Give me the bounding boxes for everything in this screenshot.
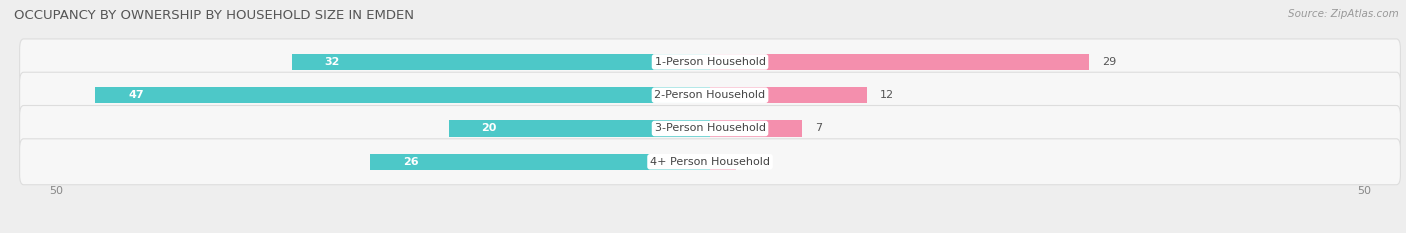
Text: 2: 2 xyxy=(749,157,756,167)
FancyBboxPatch shape xyxy=(20,106,1400,151)
Text: 12: 12 xyxy=(880,90,894,100)
Text: 2-Person Household: 2-Person Household xyxy=(654,90,766,100)
Text: 7: 7 xyxy=(814,123,821,134)
Text: 32: 32 xyxy=(325,57,340,67)
Text: 26: 26 xyxy=(402,157,419,167)
Bar xyxy=(449,120,710,137)
Text: 47: 47 xyxy=(128,90,143,100)
Text: OCCUPANCY BY OWNERSHIP BY HOUSEHOLD SIZE IN EMDEN: OCCUPANCY BY OWNERSHIP BY HOUSEHOLD SIZE… xyxy=(14,9,413,22)
Text: 29: 29 xyxy=(1102,57,1116,67)
Text: 3-Person Household: 3-Person Household xyxy=(655,123,765,134)
FancyBboxPatch shape xyxy=(20,39,1400,85)
Bar xyxy=(710,154,737,170)
Bar xyxy=(710,54,1090,70)
Bar xyxy=(710,87,868,103)
FancyBboxPatch shape xyxy=(20,139,1400,185)
Text: 20: 20 xyxy=(481,123,496,134)
Text: Source: ZipAtlas.com: Source: ZipAtlas.com xyxy=(1288,9,1399,19)
Text: 4+ Person Household: 4+ Person Household xyxy=(650,157,770,167)
Bar xyxy=(370,154,710,170)
FancyBboxPatch shape xyxy=(20,72,1400,118)
Bar xyxy=(96,87,710,103)
Text: 1-Person Household: 1-Person Household xyxy=(655,57,765,67)
Bar xyxy=(710,120,801,137)
Bar xyxy=(291,54,710,70)
